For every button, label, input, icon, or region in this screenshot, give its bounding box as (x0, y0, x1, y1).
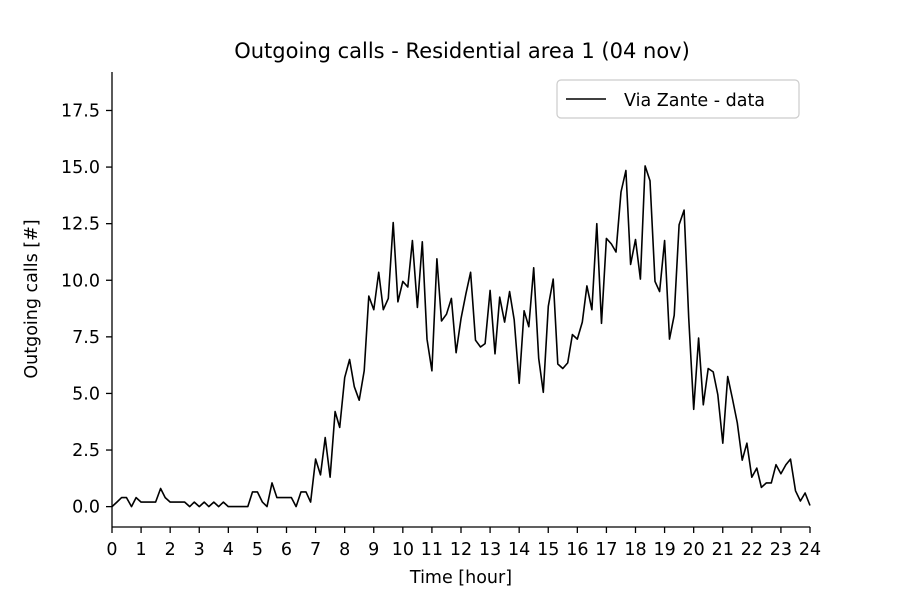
y-tick-label: 12.5 (61, 215, 100, 235)
legend-box (556, 79, 800, 119)
x-tick-label: 12 (450, 540, 472, 560)
x-tick-label: 7 (310, 540, 321, 560)
x-tick-label: 20 (683, 540, 705, 560)
y-tick-label: 0.0 (72, 498, 100, 518)
x-tick-label: 4 (223, 540, 234, 560)
y-ticks: 0.0 2.5 5.0 7.5 10.0 12.5 15.0 17.5 (61, 101, 112, 518)
x-tick-label: 23 (770, 540, 792, 560)
x-tick-label: 5 (252, 540, 263, 560)
x-tick-label: 24 (799, 540, 821, 560)
y-tick-label: 5.0 (72, 384, 100, 404)
x-tick-label: 0 (106, 540, 117, 560)
y-tick-label: 10.0 (61, 271, 100, 291)
x-tick-label: 8 (339, 540, 350, 560)
y-tick-label: 2.5 (72, 441, 100, 461)
x-tick-label: 3 (194, 540, 205, 560)
x-tick-label: 10 (392, 540, 414, 560)
x-axis-label: Time [hour] (409, 568, 512, 588)
legend: Via Zante - data (556, 79, 800, 119)
x-tick-label: 19 (653, 540, 675, 560)
y-tick-label: 7.5 (72, 328, 100, 348)
x-tick-label: 16 (566, 540, 588, 560)
x-tick-label: 22 (741, 540, 763, 560)
y-tick-label: 17.5 (61, 101, 100, 121)
x-tick-label: 18 (624, 540, 646, 560)
x-tick-label: 2 (165, 540, 176, 560)
chart-title: Outgoing calls - Residential area 1 (04 … (234, 39, 690, 63)
x-tick-label: 17 (595, 540, 617, 560)
x-tick-label: 1 (136, 540, 147, 560)
series-line-via-zante (111, 165, 811, 508)
y-tick-label: 15.0 (61, 158, 100, 178)
x-tick-label: 13 (479, 540, 501, 560)
x-tick-label: 15 (537, 540, 559, 560)
x-tick-label: 21 (712, 540, 734, 560)
x-tick-label: 11 (421, 540, 443, 560)
x-tick-label: 9 (368, 540, 379, 560)
x-tick-label: 14 (508, 540, 530, 560)
axes (111, 72, 810, 528)
x-tick-label: 6 (281, 540, 292, 560)
y-axis-label: Outgoing calls [#] (22, 219, 42, 378)
x-ticks: 0 1 2 3 4 5 6 7 8 9 10 11 12 13 14 15 16 17 18 19 20 21 22 23 24 (106, 527, 821, 560)
legend-entry-via-zante: Via Zante - data (624, 91, 765, 111)
